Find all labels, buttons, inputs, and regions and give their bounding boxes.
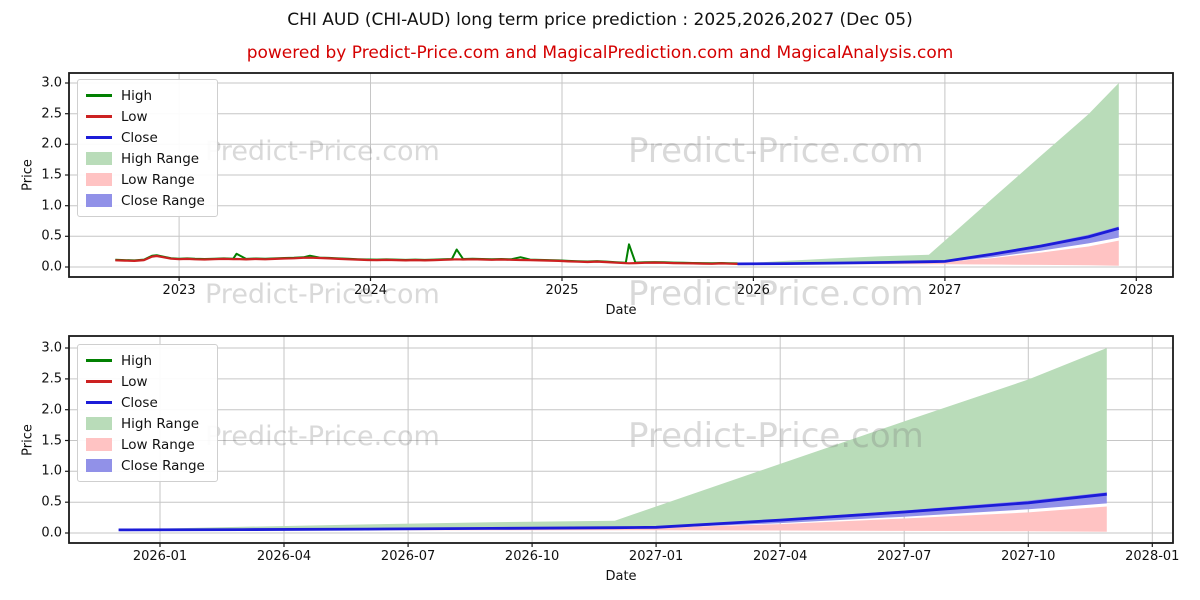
legend-item: High xyxy=(86,85,205,106)
x-axis-label-bottom: Date xyxy=(605,569,637,584)
legend-swatch-low-range xyxy=(86,173,112,186)
legend-label: High Range xyxy=(121,415,200,432)
y-tick-label: 0.5 xyxy=(41,228,62,244)
y-tick-label: 2.5 xyxy=(41,371,62,387)
legend-item: Low Range xyxy=(86,434,205,455)
legend-label: Low xyxy=(121,373,148,390)
x-tick-label: 2026 xyxy=(736,283,770,298)
x-tick-label: 2026-10 xyxy=(504,549,560,564)
legend-bottom: High Low Close High Range Low Range Close Ran… xyxy=(77,344,218,482)
y-tick-label: 1.0 xyxy=(41,198,62,214)
chart-subtitle: powered by Predict-Price.com and Magical… xyxy=(246,43,954,63)
x-tick-label: 2028 xyxy=(1119,283,1153,298)
y-tick-label: 3.0 xyxy=(41,75,62,91)
x-tick-label: 2026-01 xyxy=(132,549,188,564)
x-tick-label: 2024 xyxy=(353,283,388,298)
legend-label: High Range xyxy=(121,150,200,167)
legend-item: Close xyxy=(86,392,205,413)
legend-swatch-close-range xyxy=(86,459,112,472)
x-tick-label: 2027-07 xyxy=(877,549,932,564)
legend-swatch-close xyxy=(86,136,112,139)
x-tick-label: 2025 xyxy=(545,283,579,298)
legend-label: Low Range xyxy=(121,436,195,453)
x-tick-label: 2027-10 xyxy=(1001,549,1056,564)
x-tick-label: 2027-01 xyxy=(628,549,684,564)
y-tick-label: 2.0 xyxy=(41,136,62,152)
legend-swatch-high xyxy=(86,94,112,97)
legend-item: Close Range xyxy=(86,455,205,476)
x-tick-label: 2027-04 xyxy=(753,549,808,564)
legend-label: Close Range xyxy=(121,457,205,474)
legend-swatch-high xyxy=(86,359,112,362)
x-tick-label: 2027 xyxy=(928,283,962,298)
legend-label: Close Range xyxy=(121,192,205,209)
y-tick-label: 2.0 xyxy=(41,402,62,418)
legend-item: Low xyxy=(86,106,205,127)
x-tick-label: 2023 xyxy=(162,283,196,298)
legend-item: Low xyxy=(86,371,205,392)
chart-title: CHI AUD (CHI-AUD) long term price predic… xyxy=(287,10,913,30)
legend-label: Low xyxy=(121,108,148,125)
legend-item: Low Range xyxy=(86,169,205,190)
legend-item: High Range xyxy=(86,413,205,434)
legend-swatch-close-range xyxy=(86,194,112,207)
legend-label: High xyxy=(121,352,153,369)
y-tick-label: 3.0 xyxy=(41,340,62,356)
legend-item: High xyxy=(86,350,205,371)
x-axis-label-top: Date xyxy=(605,303,637,318)
legend-top: High Low Close High Range Low Range Close Ran… xyxy=(77,79,218,217)
legend-item: High Range xyxy=(86,148,205,169)
y-tick-label: 1.5 xyxy=(41,433,62,448)
legend-label: Low Range xyxy=(121,171,195,188)
legend-swatch-low xyxy=(86,380,112,383)
x-tick-label: 2028-01 xyxy=(1125,549,1180,564)
legend-label: Close xyxy=(121,394,158,411)
y-tick-label: 0.5 xyxy=(41,494,62,510)
legend-swatch-close xyxy=(86,401,112,404)
legend-label: Close xyxy=(121,129,158,146)
legend-item: Close Range xyxy=(86,190,205,211)
legend-swatch-high-range xyxy=(86,417,112,430)
legend-item: Close xyxy=(86,127,205,148)
legend-label: High xyxy=(121,87,153,104)
y-tick-label: 2.5 xyxy=(41,106,62,122)
x-tick-label: 2026-04 xyxy=(256,549,312,564)
legend-swatch-high-range xyxy=(86,152,112,165)
x-tick-label: 2026-07 xyxy=(380,549,436,564)
y-tick-label: 0.0 xyxy=(41,525,62,541)
y-tick-label: 1.0 xyxy=(41,463,62,479)
y-tick-label: 0.0 xyxy=(41,259,62,275)
legend-swatch-low-range xyxy=(86,438,112,451)
y-tick-label: 1.5 xyxy=(41,167,62,183)
legend-swatch-low xyxy=(86,115,112,118)
